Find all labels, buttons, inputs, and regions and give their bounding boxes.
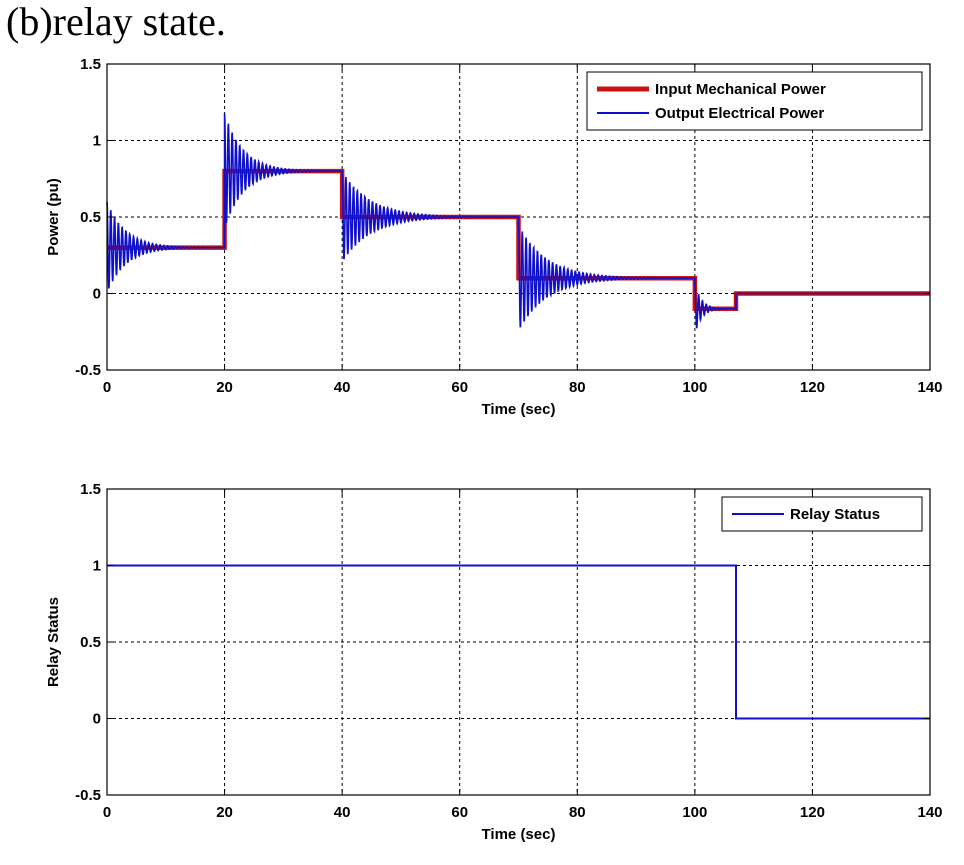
legend-box <box>586 71 923 131</box>
x-tick-label: 100 <box>682 379 707 396</box>
legend-label: Relay Status <box>790 506 880 523</box>
plot-area <box>107 489 930 795</box>
x-tick-label: 20 <box>216 804 233 821</box>
y-tick-label: 1 <box>93 133 101 150</box>
y-axis-label: Power (pu) <box>45 178 62 256</box>
x-tick-label: 80 <box>569 804 586 821</box>
series-line-output-electrical-power <box>106 112 930 329</box>
series-line-relay-status <box>107 564 930 720</box>
x-tick-label: 40 <box>334 379 351 396</box>
x-axis-label: Time (sec) <box>482 401 556 418</box>
y-tick-label: 1.5 <box>80 481 101 498</box>
x-tick-label: 20 <box>216 379 233 396</box>
legend-label: Input Mechanical Power <box>655 81 826 98</box>
x-tick-label: 140 <box>917 379 942 396</box>
x-tick-label: 60 <box>451 804 468 821</box>
legend-label: Output Electrical Power <box>655 105 824 122</box>
x-tick-label: 120 <box>800 804 825 821</box>
y-axis-label: Relay Status <box>45 597 62 687</box>
x-tick-label: 0 <box>103 804 111 821</box>
y-tick-label: 0.5 <box>80 209 101 226</box>
x-tick-label: 140 <box>917 804 942 821</box>
x-axis-label: Time (sec) <box>482 826 556 843</box>
x-tick-label: 120 <box>800 379 825 396</box>
y-tick-label: 0 <box>93 286 101 303</box>
y-tick-label: -0.5 <box>75 787 101 804</box>
y-tick-label: 0 <box>93 711 101 728</box>
figure-caption: (b)relay state. <box>6 0 226 44</box>
y-tick-label: 0.5 <box>80 634 101 651</box>
x-tick-label: 80 <box>569 379 586 396</box>
y-tick-label: 1.5 <box>80 56 101 73</box>
x-tick-label: 40 <box>334 804 351 821</box>
x-tick-label: 100 <box>682 804 707 821</box>
x-tick-label: 60 <box>451 379 468 396</box>
x-tick-label: 0 <box>103 379 111 396</box>
y-tick-label: 1 <box>93 558 101 575</box>
y-tick-label: -0.5 <box>75 362 101 379</box>
